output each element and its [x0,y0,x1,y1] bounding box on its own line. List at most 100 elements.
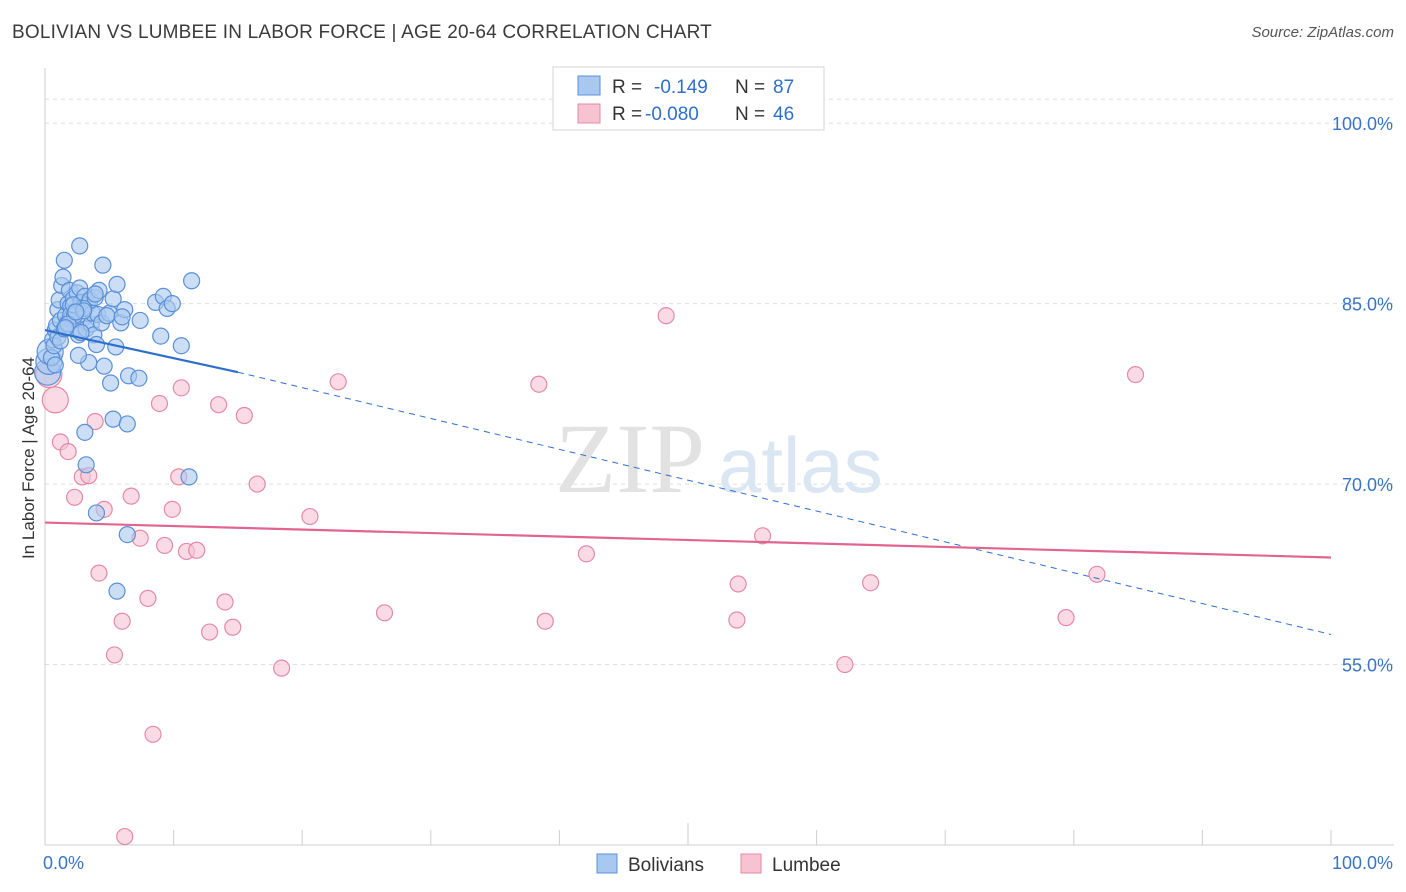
bolivian-point [95,357,113,375]
x-tick-label: 100.0% [1332,853,1393,873]
chart-title: BOLIVIAN VS LUMBEE IN LABOR FORCE | AGE … [12,22,712,43]
bolivian-point [46,356,64,374]
lumbee-point [329,373,347,391]
lumbee-point [235,406,253,425]
lumbee-point [577,545,596,563]
bolivian-point [94,256,112,274]
lumbee-point [273,659,291,677]
lumbee-point [210,396,228,414]
lumbee-point [301,507,319,526]
trend-layer [44,329,1332,635]
legend-swatch-bolivians [577,75,601,96]
legend-r-label-lumbee: R = [612,104,642,125]
x-tick-label: 0.0% [43,853,84,873]
bolivian-point [98,307,116,325]
lumbee-point [90,564,108,582]
bolivian-point [118,526,136,544]
lumbee-point [536,612,554,630]
bolivian-point [118,415,136,433]
lumbee-point [728,611,746,629]
bottom-legend-label-bolivians: Bolivians [628,855,704,876]
legend-n-label-lumbee: N = [735,104,765,125]
legend-swatch-lumbee [577,103,601,124]
lumbee-point [1057,609,1075,627]
watermark-zip: ZIP [555,403,705,514]
bolivian-point [180,468,198,486]
lumbee-point [753,527,772,545]
bolivian-point [87,504,106,522]
watermark: ZIP atlas [555,403,883,514]
lumbee-point [139,589,157,607]
lumbee-point [248,475,266,493]
grid-layer [45,98,1394,666]
y-tick-label: 100.0% [1332,114,1393,134]
lumbee-point [86,412,104,431]
bottom-legend-label-lumbee: Lumbee [772,855,841,876]
bolivian-point [108,582,126,600]
legend-n-label-bolivians: N = [735,77,765,98]
bottom-legend: Bolivians Lumbee [596,853,841,876]
lumbee-trend-line [44,521,1332,559]
legend-n-value-bolivians: 87 [773,77,794,98]
lumbee-point [1126,365,1145,384]
bolivian-point [113,308,131,326]
bolivian-trend-line [44,329,239,374]
lumbee-point [113,612,131,630]
bolivian-point [108,275,126,293]
bolivian-point [172,337,190,355]
lumbee-point [862,574,880,592]
bolivian-point [86,285,104,303]
bolivian-point [77,456,95,474]
lumbee-point [224,618,242,636]
axes-layer [44,68,1394,846]
points-layer [33,237,1145,846]
lumbee-point [65,488,84,506]
lumbee-point [155,536,174,555]
lumbee-point [122,487,140,505]
source-label[interactable]: Source: ZipAtlas.com [1251,24,1394,41]
y-axis-label: In Labor Force | Age 20-64 [19,357,38,559]
bolivian-point [87,335,106,354]
lumbee-point [657,307,675,325]
bolivian-point [76,423,94,441]
lumbee-point [172,379,190,397]
lumbee-point [836,655,854,674]
watermark-atlas: atlas [718,421,883,509]
bolivian-point [131,311,149,330]
y-tick-label: 70.0% [1342,475,1393,495]
lumbee-point [1088,565,1106,583]
bottom-legend-swatch-lumbee [740,853,762,874]
bolivian-point [101,374,120,392]
y-tick-label: 55.0% [1342,656,1393,676]
bolivian-point [69,346,88,364]
bolivian-point [183,272,201,290]
lumbee-point [216,593,234,611]
y-tick-label: 85.0% [1342,295,1393,315]
lumbee-point [105,646,124,664]
y-tick-labels: 100.0% 85.0% 70.0% 55.0% [1332,114,1393,675]
lumbee-point [530,375,548,393]
legend-n-value-lumbee: 46 [773,104,794,125]
lumbee-point [41,386,69,414]
bolivian-point [130,369,148,387]
lumbee-point [188,541,206,559]
lumbee-point [201,623,219,641]
bolivian-trend-extension [237,371,1332,635]
bolivian-point [71,237,89,255]
lumbee-point [150,394,169,413]
bolivian-point [152,327,170,345]
legend-r-value-bolivians: -0.149 [654,77,708,98]
legend: R = -0.149 N = 87 R = -0.080 N = 46 [552,66,825,131]
bolivian-point [55,251,73,269]
bolivian-point [67,303,85,321]
lumbee-point [163,500,181,518]
legend-r-value-lumbee: -0.080 [645,104,699,125]
lumbee-point [116,827,134,846]
lumbee-point [375,604,394,622]
bolivian-point [163,295,181,313]
lumbee-point [729,575,747,593]
lumbee-point [59,442,77,461]
x-tick-labels: 0.0% 100.0% [43,853,1393,873]
bottom-legend-swatch-bolivians [596,853,618,874]
